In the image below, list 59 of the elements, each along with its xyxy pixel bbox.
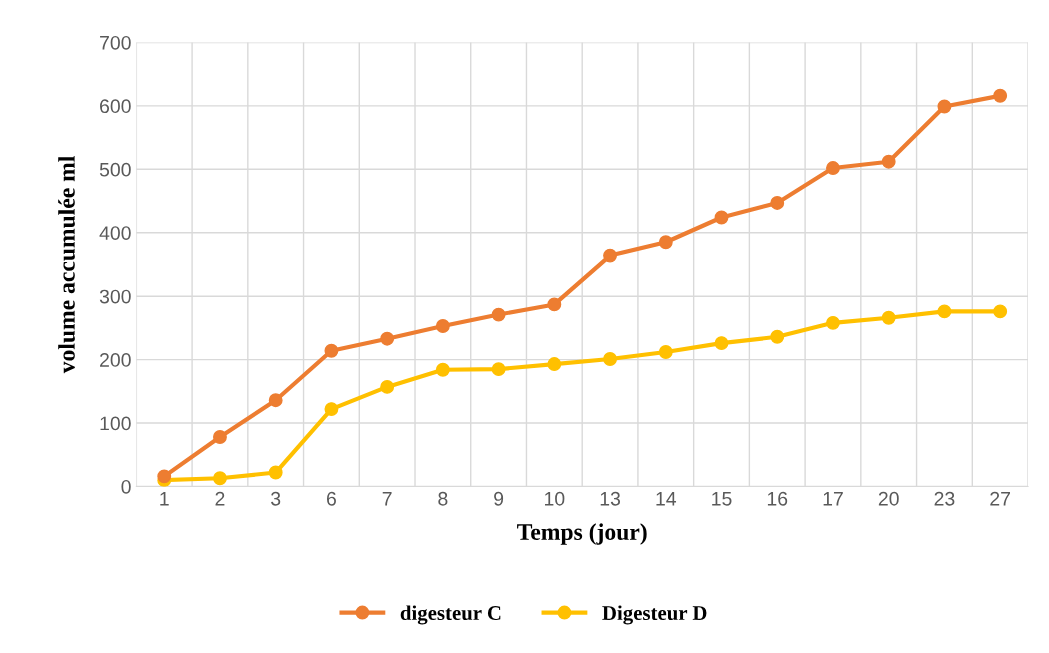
x-tick-label: 6 bbox=[327, 491, 336, 506]
x-tick-label: 20 bbox=[878, 491, 899, 506]
point bbox=[826, 315, 840, 330]
point bbox=[380, 379, 395, 394]
point bbox=[993, 304, 1008, 319]
x-axis-title: Temps (jour) bbox=[517, 523, 647, 545]
x-tick-label: 9 bbox=[494, 491, 504, 506]
point bbox=[324, 343, 339, 358]
x-tick-label: 10 bbox=[545, 491, 565, 506]
point bbox=[770, 195, 785, 210]
point bbox=[881, 154, 896, 169]
x-tick-label: 2 bbox=[215, 491, 225, 506]
y-tick-label: 100 bbox=[100, 416, 131, 431]
x-tick-label: 27 bbox=[990, 491, 1010, 506]
point bbox=[213, 471, 227, 486]
x-tick-label: 7 bbox=[382, 492, 392, 506]
point bbox=[435, 319, 450, 333]
x-tick-label: 14 bbox=[656, 492, 677, 506]
point bbox=[435, 362, 450, 377]
point bbox=[658, 235, 673, 250]
point bbox=[937, 304, 952, 319]
point bbox=[993, 88, 1008, 103]
y-tick-label: 400 bbox=[99, 226, 131, 240]
y-tick-label: 0 bbox=[121, 479, 131, 494]
y-tick-label: 200 bbox=[100, 353, 131, 367]
y-tick-label: 300 bbox=[99, 289, 131, 304]
point bbox=[213, 430, 227, 444]
point bbox=[157, 469, 172, 484]
point bbox=[547, 297, 562, 312]
point bbox=[658, 345, 673, 359]
x-tick-label: 17 bbox=[823, 492, 843, 506]
point bbox=[380, 331, 395, 346]
point bbox=[714, 210, 729, 225]
y-tick-label: 700 bbox=[100, 35, 131, 50]
x-tick-label: 8 bbox=[438, 491, 448, 506]
point bbox=[770, 329, 785, 344]
point bbox=[268, 393, 283, 408]
point bbox=[603, 248, 618, 263]
legend-label: Digesteur D bbox=[602, 605, 707, 625]
point bbox=[547, 357, 562, 372]
x-tick-label: 16 bbox=[767, 491, 788, 506]
point bbox=[714, 336, 729, 351]
point bbox=[603, 352, 618, 366]
x-tick-label: 3 bbox=[271, 491, 281, 506]
legend-label: digesteur C bbox=[400, 605, 501, 625]
y-tick-label: 600 bbox=[100, 99, 131, 114]
point bbox=[937, 99, 952, 114]
point bbox=[268, 465, 283, 480]
y-axis-title: volume accumulée ml bbox=[58, 156, 75, 374]
point bbox=[826, 161, 840, 175]
x-tick-label: 23 bbox=[934, 491, 955, 506]
point bbox=[324, 402, 339, 417]
point bbox=[491, 362, 506, 377]
x-tick-label: 13 bbox=[600, 491, 621, 506]
x-tick-label: 15 bbox=[712, 492, 732, 506]
x-tick-label: 1 bbox=[160, 492, 169, 506]
point bbox=[491, 307, 506, 322]
y-tick-label: 500 bbox=[99, 162, 131, 177]
point bbox=[881, 310, 896, 325]
